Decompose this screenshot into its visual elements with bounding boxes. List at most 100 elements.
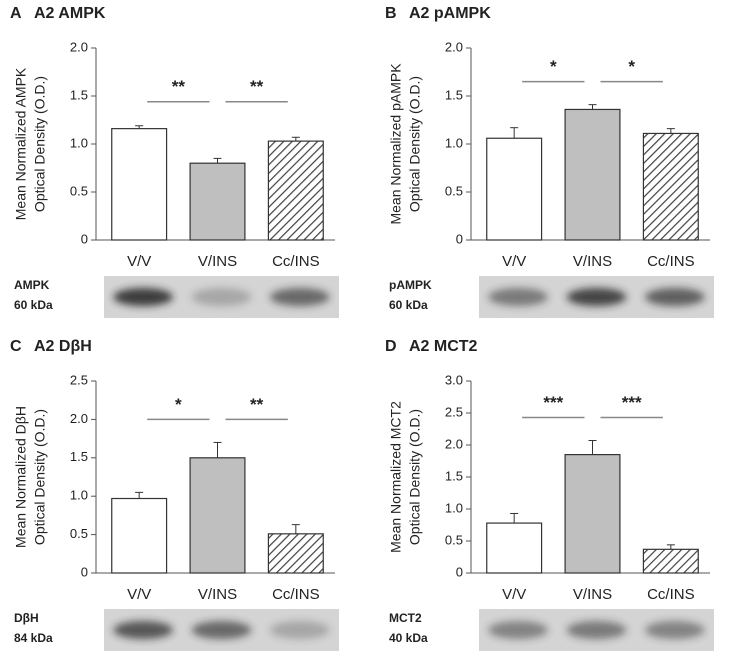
error-bar — [510, 127, 519, 139]
blot-label: DβH — [14, 611, 39, 625]
y-axis-label: Optical Density (O.D.) — [32, 409, 48, 545]
x-tick-label: V/INS — [198, 253, 237, 270]
error-bar — [666, 128, 675, 134]
panel-title: A2 pAMPK — [409, 5, 491, 22]
y-tick-label: 1.0 — [445, 135, 463, 150]
x-tick-label: V/V — [502, 253, 526, 270]
significance-label: ** — [250, 395, 264, 414]
y-tick-label: 2.0 — [70, 411, 88, 426]
bar — [111, 497, 168, 574]
bar — [111, 128, 168, 241]
y-axis-label: Mean Normalized DβH — [13, 406, 29, 548]
significance-label: ** — [172, 77, 186, 96]
y-tick-label: 0.5 — [445, 532, 463, 547]
bar — [267, 533, 324, 574]
y-tick-label: 1.5 — [70, 87, 88, 102]
y-tick-label: 2.0 — [445, 436, 463, 451]
y-tick-label: 1.5 — [445, 468, 463, 483]
x-tick-label: V/INS — [573, 586, 612, 603]
blot-label: 40 kDa — [389, 631, 428, 645]
x-tick-label: V/V — [502, 586, 526, 603]
y-axis-label: Mean Normalized pAMPK — [388, 63, 404, 225]
bar — [564, 108, 621, 241]
x-tick-label: Cc/INS — [272, 586, 320, 603]
y-axis-label: Mean Normalized AMPK — [13, 67, 29, 220]
blot-band — [270, 288, 330, 306]
error-bar — [588, 440, 597, 455]
y-tick-label: 0 — [81, 564, 88, 579]
y-axis-label: Optical Density (O.D.) — [407, 76, 423, 212]
bar — [642, 548, 699, 574]
blot-band — [191, 288, 252, 306]
x-tick-label: Cc/INS — [272, 253, 320, 270]
y-tick-label: 3.0 — [445, 372, 463, 387]
significance-label: *** — [622, 393, 642, 412]
blot-label: MCT2 — [389, 611, 422, 625]
error-bar — [510, 512, 519, 524]
y-tick-label: 0 — [81, 231, 88, 246]
y-tick-label: 1.0 — [70, 488, 88, 503]
bar — [189, 162, 246, 241]
panel-letter: B — [385, 5, 397, 22]
error-bar — [291, 524, 300, 534]
error-bar — [666, 544, 675, 550]
blot-band — [270, 621, 330, 639]
y-tick-label: 2.0 — [445, 39, 463, 54]
blot-band — [113, 621, 173, 639]
y-tick-label: 1.5 — [70, 449, 88, 464]
y-tick-label: 1.0 — [70, 135, 88, 150]
blot-band — [566, 621, 627, 639]
y-tick-label: 2.5 — [445, 404, 463, 419]
y-tick-label: 0 — [456, 231, 463, 246]
y-tick-label: 1.0 — [445, 500, 463, 515]
bar — [267, 140, 324, 241]
blot-band — [488, 288, 548, 306]
blot-band — [645, 288, 705, 306]
y-axis-label: Optical Density (O.D.) — [32, 76, 48, 212]
panel-title: A2 MCT2 — [409, 338, 478, 355]
error-bar — [213, 441, 222, 458]
panel-title: A2 AMPK — [34, 5, 106, 22]
y-tick-label: 0.5 — [445, 183, 463, 198]
blot-band — [645, 621, 705, 639]
x-tick-label: V/V — [127, 253, 151, 270]
y-tick-label: 1.5 — [445, 87, 463, 102]
x-tick-label: V/INS — [198, 586, 237, 603]
y-axis-label: Optical Density (O.D.) — [407, 409, 423, 545]
x-tick-label: V/INS — [573, 253, 612, 270]
blot-label: pAMPK — [389, 278, 432, 292]
y-tick-label: 0.5 — [70, 526, 88, 541]
significance-label: * — [550, 57, 557, 76]
significance-label: * — [175, 395, 182, 414]
blot-label: 60 kDa — [14, 298, 53, 312]
bar — [642, 132, 699, 241]
blot-band — [191, 621, 252, 639]
blot-label: 84 kDa — [14, 631, 53, 645]
bar — [486, 137, 543, 241]
significance-label: *** — [543, 393, 563, 412]
blot-band — [113, 288, 173, 306]
error-bar — [213, 157, 222, 164]
error-bar — [135, 125, 144, 129]
y-axis-label: Mean Normalized MCT2 — [388, 401, 404, 553]
blot-label: 60 kDa — [389, 298, 428, 312]
panel-letter: D — [385, 338, 397, 355]
x-tick-label: Cc/INS — [647, 253, 695, 270]
panel-title: A2 DβH — [34, 338, 92, 355]
bar — [189, 457, 246, 574]
y-tick-label: 0 — [456, 564, 463, 579]
error-bar — [588, 104, 597, 110]
panel-letter: A — [10, 5, 22, 22]
significance-label: ** — [250, 77, 264, 96]
panel-letter: C — [10, 338, 22, 355]
blot-band — [488, 621, 548, 639]
y-tick-label: 2.5 — [70, 372, 88, 387]
significance-label: * — [628, 57, 635, 76]
error-bar — [135, 491, 144, 499]
bar — [486, 522, 543, 574]
blot-label: AMPK — [14, 278, 50, 292]
bar — [564, 454, 621, 574]
x-tick-label: V/V — [127, 586, 151, 603]
error-bar — [291, 136, 300, 142]
